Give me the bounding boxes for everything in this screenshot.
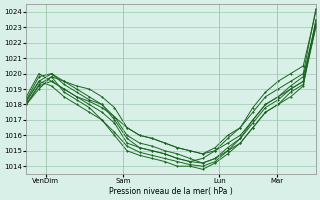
X-axis label: Pression niveau de la mer( hPa ): Pression niveau de la mer( hPa ): [109, 187, 233, 196]
